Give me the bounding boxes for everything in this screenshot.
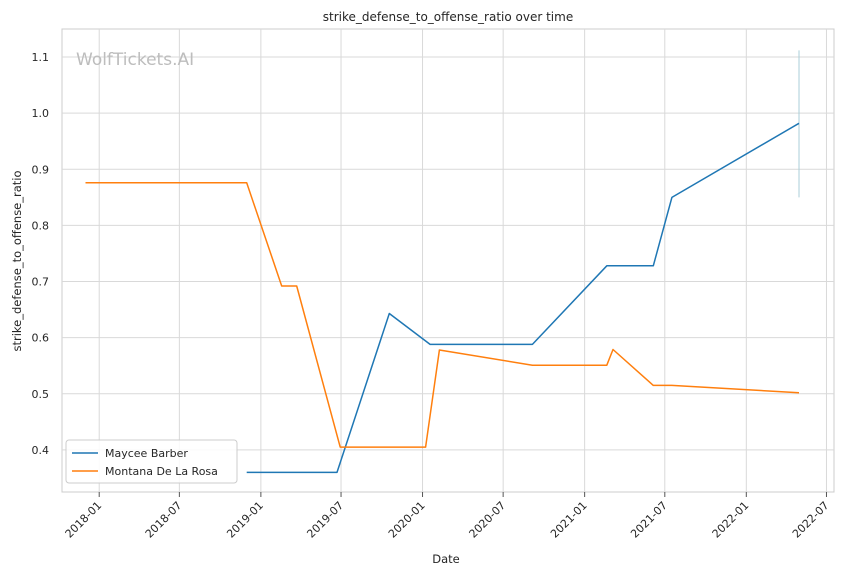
legend-box [65,439,238,484]
y-tick-label: 0.7 [32,276,50,289]
y-tick-label: 0.8 [32,219,50,232]
x-tick-label: 2018-07 [143,499,185,541]
y-axis-title: strike_defense_to_offense_ratio [10,170,24,351]
y-axis-ticks: 0.4 0.5 0.6 0.7 0.8 0.9 1.0 1.1 [32,51,50,457]
x-axis-ticks: 2018-01 2018-07 2019-01 2019-07 2020-01 2020-… [63,492,832,541]
legend: Maycee Barber Montana De La Rosa [65,439,238,484]
x-tick-label: 2021-07 [628,499,670,541]
x-tick-label: 2020-07 [467,499,509,541]
x-tick-label: 2021-01 [548,499,590,541]
x-tick-label: 2022-01 [710,499,752,541]
x-tick-label: 2020-01 [386,499,428,541]
x-tick-label: 2019-01 [224,499,266,541]
series-lines [85,122,800,474]
x-tick-label: 2022-07 [790,499,832,541]
series-line-maycee-barber [246,122,800,474]
y-tick-label: 0.6 [32,332,50,345]
x-axis-title: Date [432,552,460,566]
y-tick-label: 0.5 [32,388,50,401]
grid-lines [62,29,834,492]
watermark: WolfTickets.AI [76,50,194,70]
chart-title: strike_defense_to_offense_ratio over tim… [323,10,573,24]
y-tick-label: 1.1 [32,51,50,64]
plot-area [61,28,835,493]
legend-label-maycee-barber: Maycee Barber [105,447,188,460]
y-tick-label: 0.4 [32,444,50,457]
x-tick-label: 2018-01 [63,499,105,541]
x-tick-label: 2019-07 [304,499,346,541]
series-line-montana-de-la-rosa [85,182,800,448]
y-tick-label: 1.0 [32,107,50,120]
y-tick-label: 0.9 [32,163,50,176]
legend-label-montana-de-la-rosa: Montana De La Rosa [105,465,218,478]
